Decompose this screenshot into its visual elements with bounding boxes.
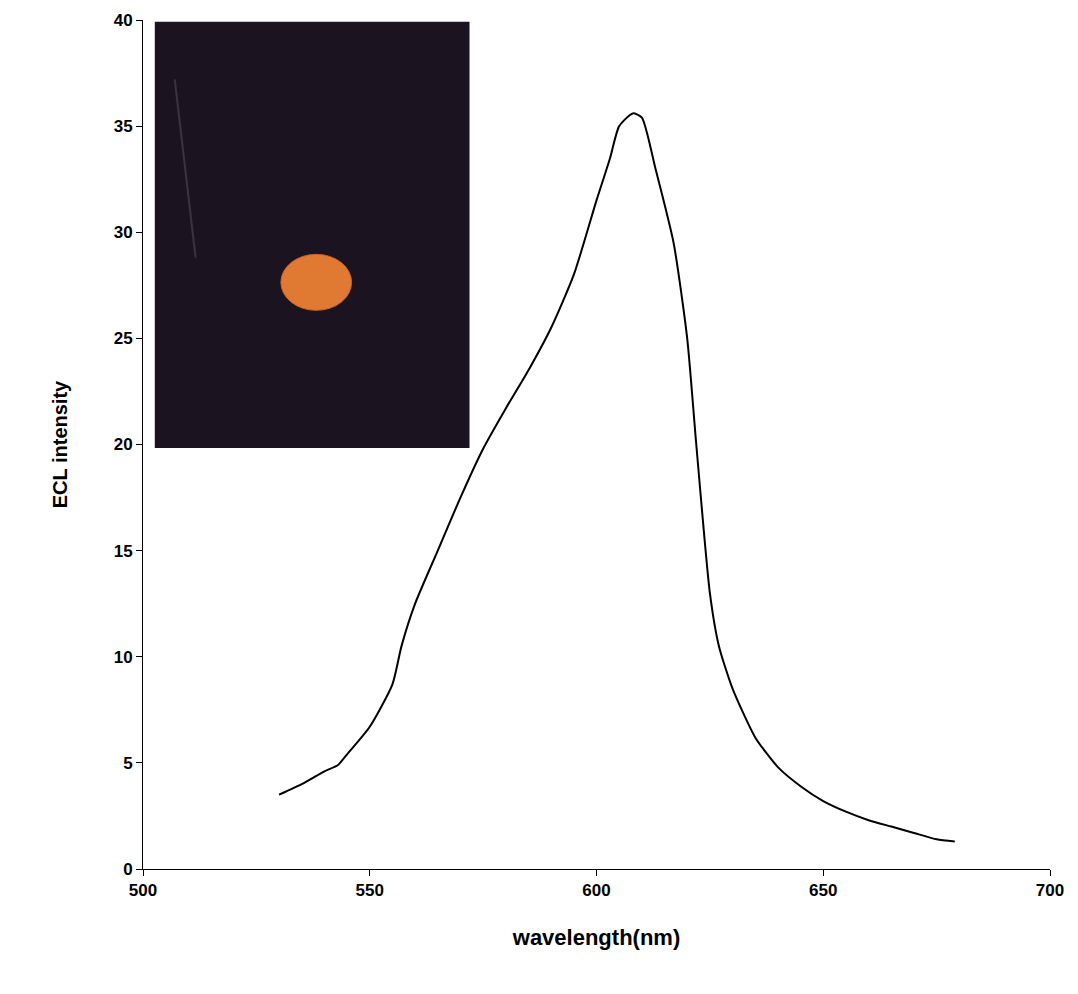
svg-text:500: 500 bbox=[129, 881, 157, 900]
svg-text:ECL intensity: ECL intensity bbox=[49, 380, 71, 508]
svg-text:40: 40 bbox=[114, 11, 133, 30]
svg-text:15: 15 bbox=[114, 542, 133, 561]
svg-text:35: 35 bbox=[114, 117, 133, 136]
svg-text:0: 0 bbox=[123, 860, 132, 879]
svg-text:700: 700 bbox=[1036, 881, 1064, 900]
svg-text:20: 20 bbox=[114, 435, 133, 454]
svg-text:550: 550 bbox=[356, 881, 384, 900]
svg-text:600: 600 bbox=[582, 881, 610, 900]
svg-text:650: 650 bbox=[809, 881, 837, 900]
svg-text:25: 25 bbox=[114, 329, 133, 348]
svg-text:10: 10 bbox=[114, 648, 133, 667]
svg-text:30: 30 bbox=[114, 223, 133, 242]
svg-text:wavelength(nm): wavelength(nm) bbox=[512, 925, 680, 950]
svg-text:5: 5 bbox=[123, 754, 132, 773]
